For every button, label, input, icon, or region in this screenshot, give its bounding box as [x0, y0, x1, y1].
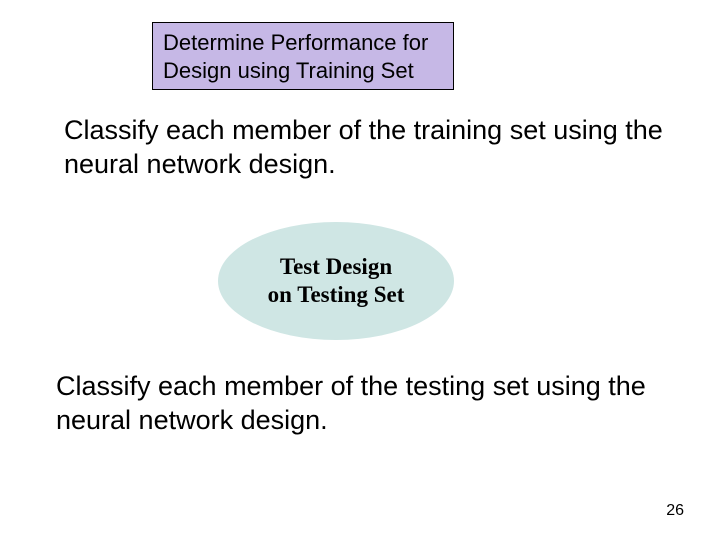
training-paragraph: Classify each member of the training set…: [64, 114, 664, 182]
ellipse-line-1: Test Design: [280, 254, 392, 279]
header-line-2: Design using Training Set: [163, 58, 414, 83]
ellipse-line-2: on Testing Set: [268, 282, 405, 307]
page-number: 26: [666, 502, 684, 520]
test-ellipse: Test Design on Testing Set: [218, 222, 454, 340]
header-box: Determine Performance for Design using T…: [152, 22, 454, 90]
ellipse-text: Test Design on Testing Set: [268, 253, 405, 308]
header-line-1: Determine Performance for: [163, 30, 428, 55]
testing-paragraph: Classify each member of the testing set …: [56, 370, 656, 438]
